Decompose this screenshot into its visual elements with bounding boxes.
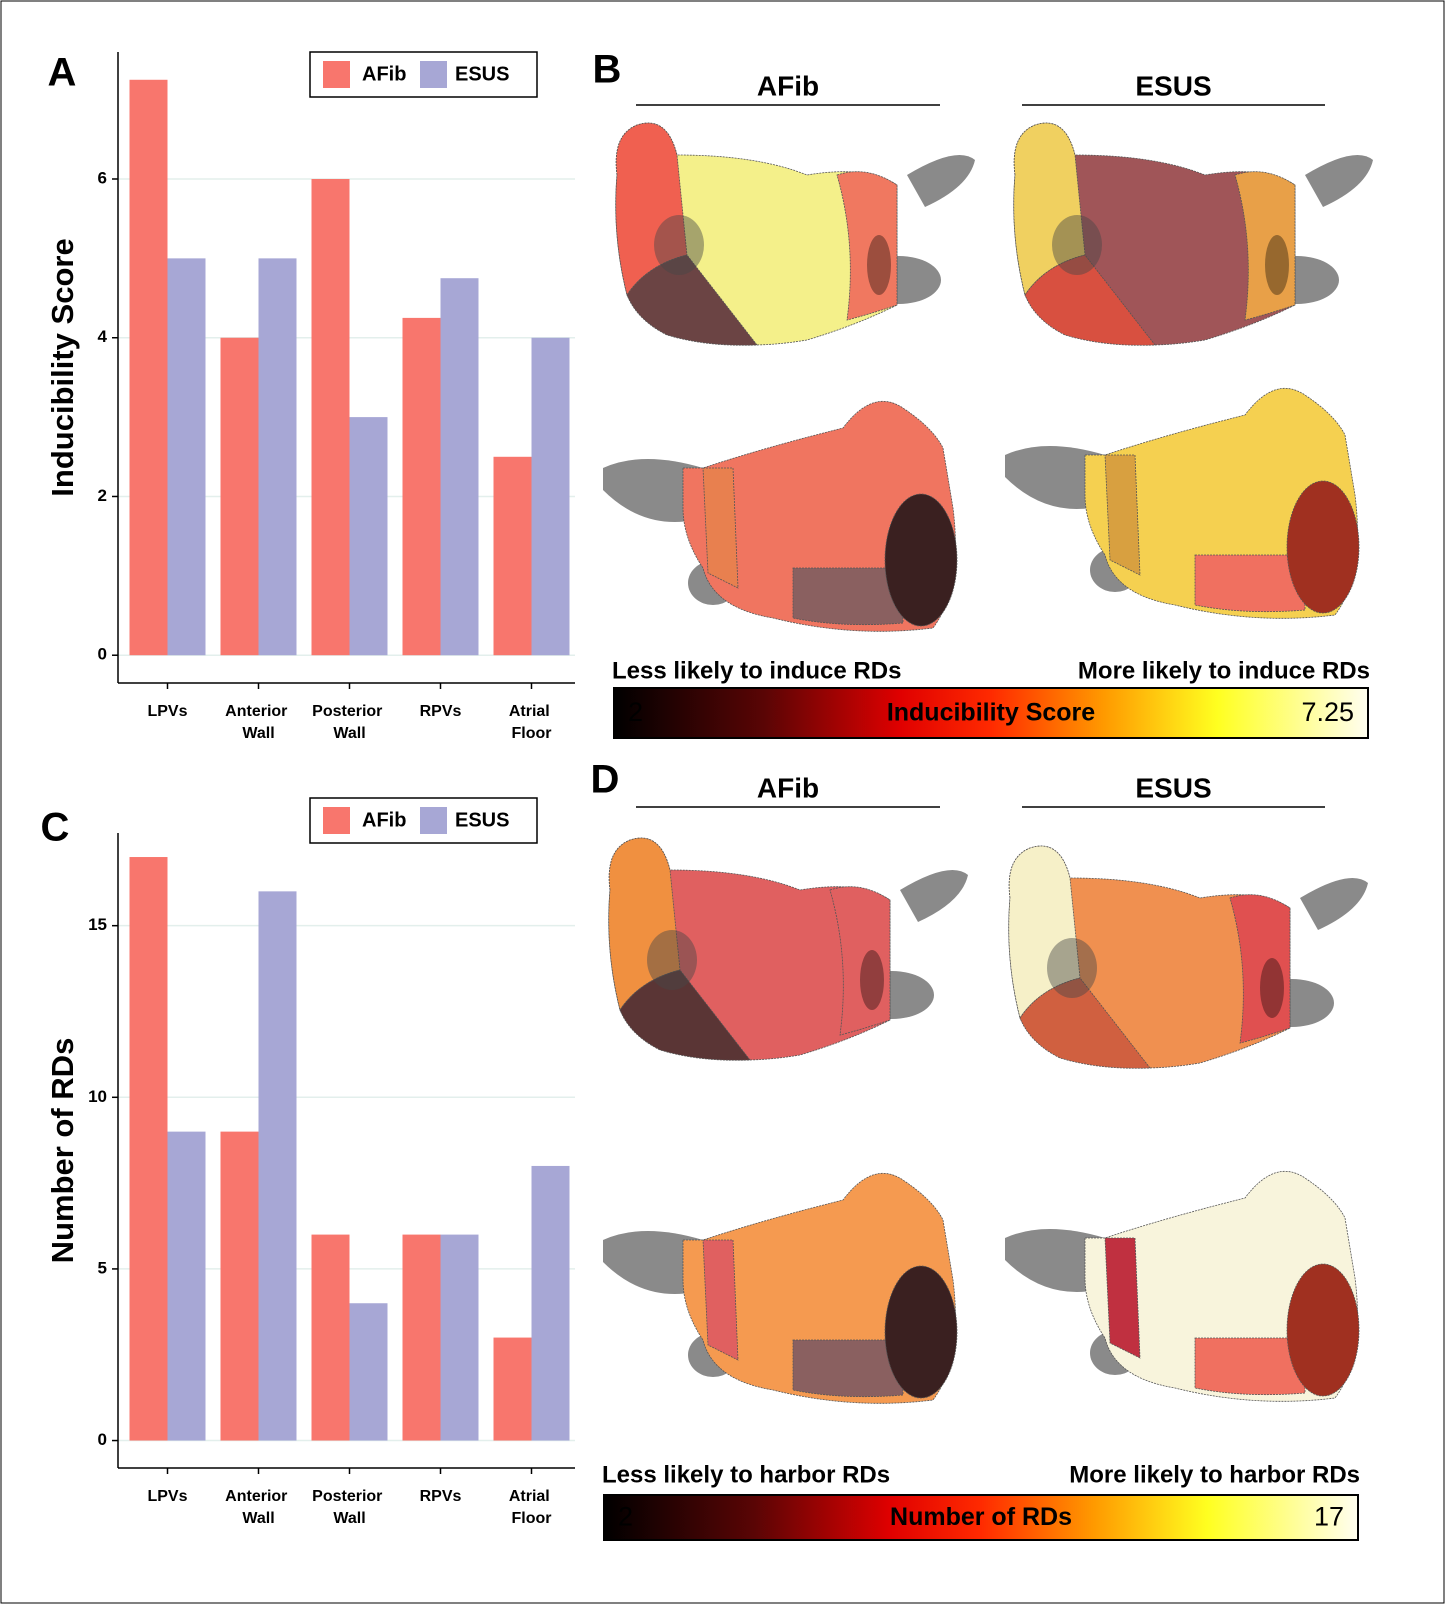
bar <box>168 258 206 655</box>
legend-label: ESUS <box>455 63 509 85</box>
panel-label: B <box>593 48 622 92</box>
legend-label: ESUS <box>455 809 509 831</box>
y-tick-label: 15 <box>88 915 107 934</box>
bar <box>312 1235 350 1441</box>
bar <box>403 1235 441 1441</box>
legend-swatch <box>420 61 447 88</box>
y-tick-label: 5 <box>98 1258 107 1277</box>
x-tick-label: RPVs <box>420 703 462 720</box>
bar <box>532 1166 570 1441</box>
y-axis-label: Inducibility Score <box>45 238 80 496</box>
y-tick-label: 0 <box>98 1430 107 1449</box>
colorbar-min: 2 <box>628 697 643 727</box>
bar <box>168 1132 206 1441</box>
x-tick-label: LPVs <box>147 1488 187 1505</box>
x-tick-label: RPVs <box>420 1488 462 1505</box>
colorbar-caption: More likely to harbor RDs <box>1069 1461 1360 1488</box>
column-header: ESUS <box>1135 70 1211 101</box>
colorbar-max: 17 <box>1314 1502 1344 1532</box>
bar <box>221 338 259 655</box>
figure: AInducibility Score0246LPVsAnterior Wall… <box>0 0 1445 1604</box>
colorbar-min: 2 <box>618 1502 633 1532</box>
bar <box>350 1303 388 1440</box>
bar <box>259 258 297 655</box>
colorbar-title: Number of RDs <box>890 1503 1072 1531</box>
y-tick-label: 4 <box>98 327 108 346</box>
colorbar-caption: Less likely to harbor RDs <box>602 1461 890 1488</box>
bar <box>494 1338 532 1441</box>
bar <box>312 179 350 655</box>
legend-swatch <box>420 807 447 834</box>
colorbar-caption: More likely to induce RDs <box>1078 657 1370 684</box>
column-header: AFib <box>757 772 819 803</box>
column-header: ESUS <box>1135 772 1211 803</box>
panel-label: D <box>591 758 620 802</box>
bar <box>259 891 297 1440</box>
legend-label: AFib <box>362 63 406 85</box>
colorbar-title: Inducibility Score <box>887 699 1095 727</box>
bar <box>221 1132 259 1441</box>
y-tick-label: 0 <box>98 645 107 664</box>
legend-swatch <box>323 807 350 834</box>
bar <box>441 1235 479 1441</box>
bar <box>350 417 388 655</box>
bar <box>403 318 441 655</box>
bar <box>532 338 570 655</box>
legend-label: AFib <box>362 809 406 831</box>
bar <box>494 457 532 655</box>
colorbar-max: 7.25 <box>1301 697 1354 727</box>
panel-label: A <box>48 51 77 95</box>
y-axis-label: Number of RDs <box>45 1038 80 1264</box>
column-header: AFib <box>757 70 819 101</box>
bar <box>441 278 479 655</box>
y-tick-label: 10 <box>88 1087 107 1106</box>
bar <box>130 80 168 655</box>
panel-label: C <box>41 806 70 850</box>
x-tick-label: LPVs <box>147 703 187 720</box>
y-tick-label: 6 <box>98 168 107 187</box>
legend-swatch <box>323 61 350 88</box>
colorbar-caption: Less likely to induce RDs <box>612 657 901 684</box>
bar <box>130 857 168 1441</box>
y-tick-label: 2 <box>98 486 107 505</box>
